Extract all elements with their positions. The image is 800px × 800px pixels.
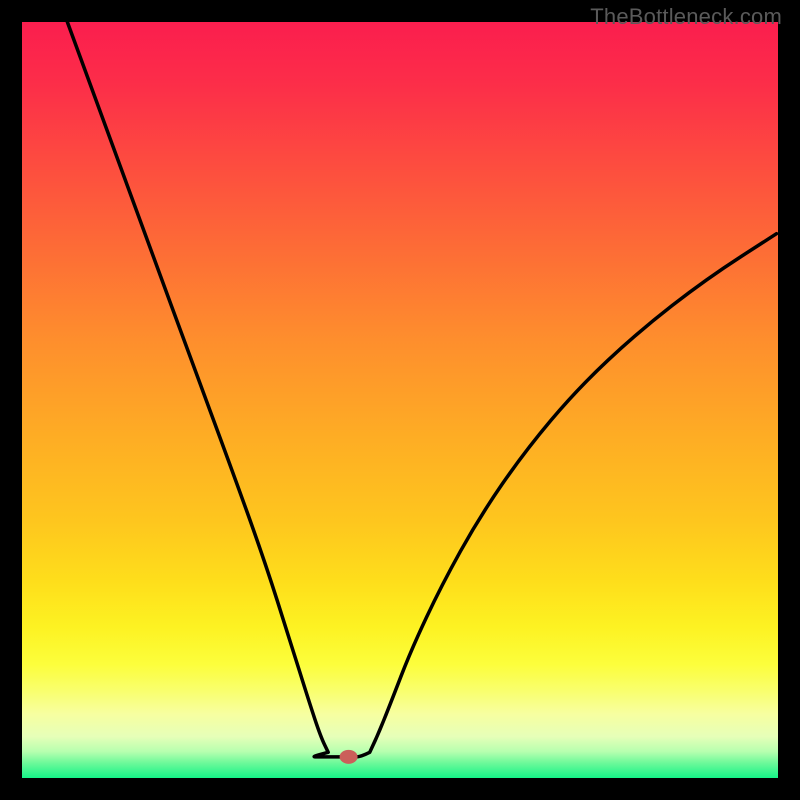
watermark-text: TheBottleneck.com: [590, 4, 782, 30]
chart-stage: TheBottleneck.com: [0, 0, 800, 800]
optimum-marker: [340, 750, 358, 764]
plot-area: [22, 22, 778, 778]
chart-svg: [0, 0, 800, 800]
